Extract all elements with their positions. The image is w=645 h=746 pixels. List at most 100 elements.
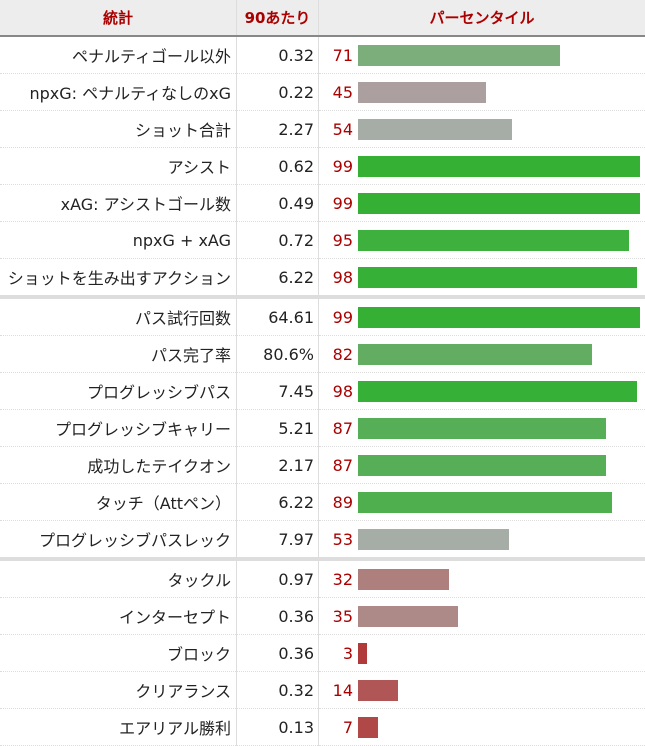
stat-name: ショットを生み出すアクション — [0, 259, 237, 298]
table-row: プログレッシブパスレック 7.97 53 — [0, 521, 645, 560]
percentile-cell: 54 — [319, 111, 645, 148]
percentile-value: 87 — [319, 419, 353, 438]
table-row: インターセプト 0.36 35 — [0, 598, 645, 635]
header-stat[interactable]: 統計 — [0, 0, 237, 36]
percentile-value: 14 — [319, 681, 353, 700]
header-percentile[interactable]: パーセンタイル — [319, 0, 645, 36]
percentile-value: 3 — [319, 644, 353, 663]
table-row: npxG: ペナルティなしのxG 0.22 45 — [0, 74, 645, 111]
per90-value: 5.21 — [237, 410, 319, 447]
percentile-value: 7 — [319, 718, 353, 737]
stat-name: ペナルティゴール以外 — [0, 36, 237, 74]
percentile-bar — [358, 529, 509, 550]
percentile-value: 54 — [319, 120, 353, 139]
percentile-bar — [358, 344, 592, 365]
stat-name: プログレッシブキャリー — [0, 410, 237, 447]
percentile-value: 95 — [319, 231, 353, 250]
stat-name: エアリアル勝利 — [0, 709, 237, 746]
stat-name: プログレッシブパス — [0, 373, 237, 410]
percentile-cell: 14 — [319, 672, 645, 709]
percentile-bar — [358, 680, 398, 701]
percentile-value: 35 — [319, 607, 353, 626]
table-row: エアリアル勝利 0.13 7 — [0, 709, 645, 746]
per90-value: 6.22 — [237, 259, 319, 298]
stat-name: タックル — [0, 559, 237, 598]
percentile-bar — [358, 82, 486, 103]
per90-value: 80.6% — [237, 336, 319, 373]
percentile-cell: 98 — [319, 373, 645, 410]
percentile-cell: 99 — [319, 185, 645, 222]
percentile-bar — [358, 569, 449, 590]
table-row: ショットを生み出すアクション 6.22 98 — [0, 259, 645, 298]
percentile-cell: 45 — [319, 74, 645, 111]
percentile-value: 98 — [319, 382, 353, 401]
percentile-value: 98 — [319, 268, 353, 287]
stat-name: アシスト — [0, 148, 237, 185]
stat-name: パス試行回数 — [0, 297, 237, 336]
percentile-bar — [358, 492, 612, 513]
percentile-bar — [358, 193, 640, 214]
percentile-bar — [358, 45, 560, 66]
percentile-value: 99 — [319, 308, 353, 327]
per90-value: 0.32 — [237, 672, 319, 709]
per90-value: 0.49 — [237, 185, 319, 222]
per90-value: 7.45 — [237, 373, 319, 410]
table-row: パス完了率 80.6% 82 — [0, 336, 645, 373]
stat-name: タッチ（Attペン） — [0, 484, 237, 521]
table-row: タッチ（Attペン） 6.22 89 — [0, 484, 645, 521]
percentile-cell: 82 — [319, 336, 645, 373]
percentile-value: 45 — [319, 83, 353, 102]
stat-name: インターセプト — [0, 598, 237, 635]
stat-name: クリアランス — [0, 672, 237, 709]
stat-name: パス完了率 — [0, 336, 237, 373]
percentile-cell: 3 — [319, 635, 645, 672]
percentile-cell: 35 — [319, 598, 645, 635]
table-row: アシスト 0.62 99 — [0, 148, 645, 185]
percentile-cell: 71 — [319, 36, 645, 74]
percentile-bar — [358, 418, 606, 439]
percentile-bar — [358, 267, 637, 288]
percentile-cell: 89 — [319, 484, 645, 521]
percentile-bar — [358, 381, 637, 402]
percentile-cell: 95 — [319, 222, 645, 259]
table-row: ブロック 0.36 3 — [0, 635, 645, 672]
stat-name: 成功したテイクオン — [0, 447, 237, 484]
per90-value: 0.36 — [237, 598, 319, 635]
per90-value: 0.97 — [237, 559, 319, 598]
percentile-value: 53 — [319, 530, 353, 549]
header-per90[interactable]: 90あたり — [237, 0, 319, 36]
table-row: 成功したテイクオン 2.17 87 — [0, 447, 645, 484]
per90-value: 0.13 — [237, 709, 319, 746]
per90-value: 7.97 — [237, 521, 319, 560]
percentile-value: 89 — [319, 493, 353, 512]
percentile-cell: 99 — [319, 297, 645, 336]
percentile-cell: 99 — [319, 148, 645, 185]
percentile-cell: 87 — [319, 447, 645, 484]
stat-name: xAG: アシストゴール数 — [0, 185, 237, 222]
per90-value: 64.61 — [237, 297, 319, 336]
percentile-value: 99 — [319, 194, 353, 213]
stat-name: プログレッシブパスレック — [0, 521, 237, 560]
percentile-bar — [358, 307, 640, 328]
table-row: パス試行回数 64.61 99 — [0, 297, 645, 336]
percentile-bar — [358, 717, 378, 738]
per90-value: 0.22 — [237, 74, 319, 111]
table-row: ショット合計 2.27 54 — [0, 111, 645, 148]
table-row: npxG + xAG 0.72 95 — [0, 222, 645, 259]
percentile-cell: 98 — [319, 259, 645, 298]
stat-name: ショット合計 — [0, 111, 237, 148]
percentile-bar — [358, 643, 367, 664]
table-row: タックル 0.97 32 — [0, 559, 645, 598]
table-row: クリアランス 0.32 14 — [0, 672, 645, 709]
per90-value: 6.22 — [237, 484, 319, 521]
per90-value: 2.27 — [237, 111, 319, 148]
percentile-value: 71 — [319, 46, 353, 65]
per90-value: 0.32 — [237, 36, 319, 74]
per90-value: 2.17 — [237, 447, 319, 484]
stat-name: npxG: ペナルティなしのxG — [0, 74, 237, 111]
table-row: xAG: アシストゴール数 0.49 99 — [0, 185, 645, 222]
percentile-value: 87 — [319, 456, 353, 475]
percentile-cell: 32 — [319, 559, 645, 598]
table-row: プログレッシブキャリー 5.21 87 — [0, 410, 645, 447]
